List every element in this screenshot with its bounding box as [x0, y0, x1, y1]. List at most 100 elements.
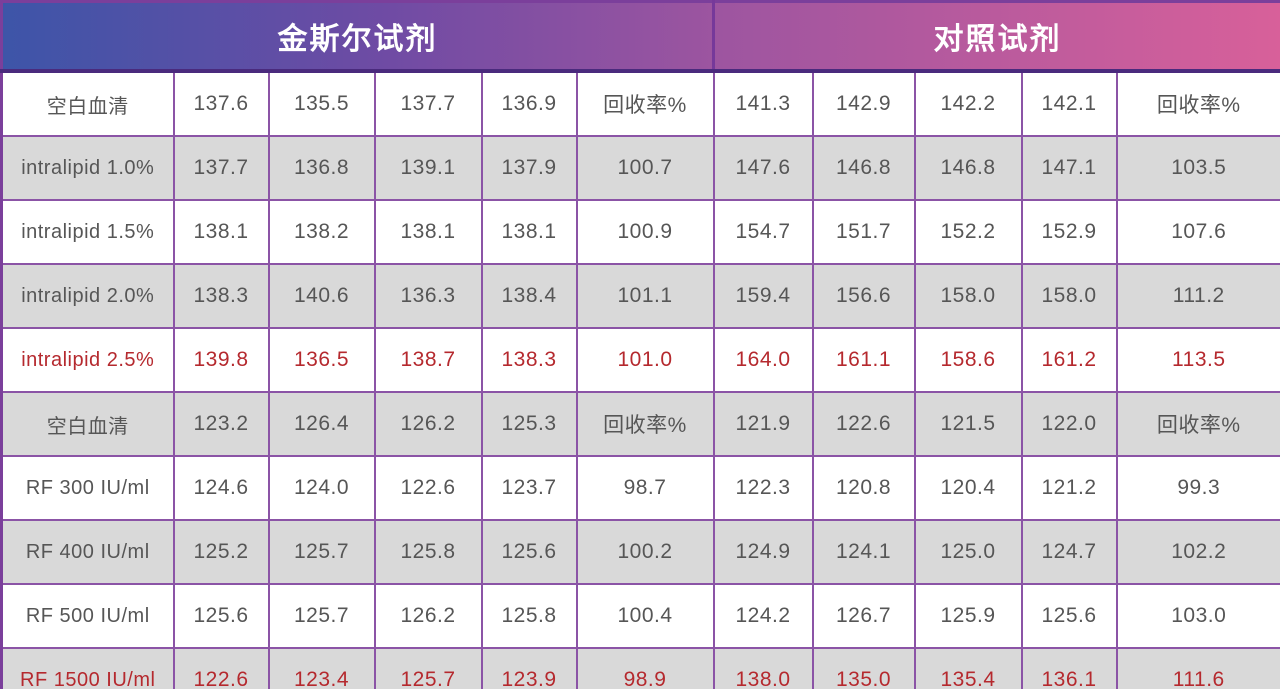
data-cell: 159.4: [712, 263, 814, 329]
recovery-cell: 102.2: [1115, 519, 1280, 585]
recovery-cell: 111.2: [1115, 263, 1280, 329]
recovery-cell: 100.2: [575, 519, 715, 585]
data-cell: 121.9: [712, 391, 814, 457]
table-row: RF 1500 IU/ml 122.6 123.4 125.7 123.9 98…: [0, 647, 1280, 689]
data-cell: 122.6: [811, 391, 916, 457]
data-cell: 125.7: [267, 519, 376, 585]
data-cell: 164.0: [712, 327, 814, 393]
data-cell: 137.9: [480, 135, 578, 201]
data-cell: 147.6: [712, 135, 814, 201]
recovery-cell: 101.1: [575, 263, 715, 329]
row-label: intralipid 1.5%: [0, 199, 175, 265]
data-cell: 123.2: [172, 391, 270, 457]
data-cell: 122.6: [373, 455, 483, 521]
header-row: 金斯尔试剂 对照试剂: [1, 1, 1280, 73]
data-cell: 125.6: [172, 583, 270, 649]
row-label: intralipid 1.0%: [0, 135, 175, 201]
data-cell: 140.6: [267, 263, 376, 329]
data-cell: 152.2: [913, 199, 1023, 265]
data-cell: 124.0: [267, 455, 376, 521]
data-cell: 158.0: [913, 263, 1023, 329]
data-cell: 135.4: [913, 647, 1023, 689]
data-cell: 124.2: [712, 583, 814, 649]
data-cell: 124.7: [1020, 519, 1118, 585]
data-cell: 139.8: [172, 327, 270, 393]
data-cell: 138.1: [373, 199, 483, 265]
data-cell: 125.9: [913, 583, 1023, 649]
row-label: 空白血清: [0, 391, 175, 457]
data-cell: 135.5: [267, 70, 376, 137]
row-label: intralipid 2.5%: [0, 327, 175, 393]
table-row: intralipid 1.0% 137.7 136.8 139.1 137.9 …: [0, 135, 1280, 201]
data-cell: 146.8: [811, 135, 916, 201]
recovery-cell: 回收率%: [575, 391, 715, 457]
data-cell: 161.1: [811, 327, 916, 393]
recovery-cell: 99.3: [1115, 455, 1280, 521]
recovery-cell: 113.5: [1115, 327, 1280, 393]
data-cell: 136.5: [267, 327, 376, 393]
table-row: intralipid 1.5% 138.1 138.2 138.1 138.1 …: [0, 199, 1280, 265]
table-row: 空白血清 137.6 135.5 137.7 136.9 回收率% 141.3 …: [0, 70, 1280, 137]
recovery-cell: 107.6: [1115, 199, 1280, 265]
table-row: RF 300 IU/ml 124.6 124.0 122.6 123.7 98.…: [0, 455, 1280, 521]
data-cell: 125.2: [172, 519, 270, 585]
recovery-cell: 111.6: [1115, 647, 1280, 689]
data-cell: 152.9: [1020, 199, 1118, 265]
row-label: RF 300 IU/ml: [0, 455, 175, 521]
header-group-jinsier: 金斯尔试剂: [1, 1, 714, 73]
data-cell: 141.3: [712, 70, 814, 137]
data-cell: 154.7: [712, 199, 814, 265]
table-header: 金斯尔试剂 对照试剂: [1, 1, 1280, 73]
data-cell: 136.3: [373, 263, 483, 329]
data-cell: 121.5: [913, 391, 1023, 457]
data-cell: 146.8: [913, 135, 1023, 201]
data-cell: 158.0: [1020, 263, 1118, 329]
data-cell: 125.3: [480, 391, 578, 457]
recovery-cell: 回收率%: [575, 70, 715, 137]
recovery-cell: 103.5: [1115, 135, 1280, 201]
data-cell: 122.0: [1020, 391, 1118, 457]
data-cell: 126.2: [373, 391, 483, 457]
recovery-cell: 100.9: [575, 199, 715, 265]
row-label: RF 400 IU/ml: [0, 519, 175, 585]
table-row: 空白血清 123.2 126.4 126.2 125.3 回收率% 121.9 …: [0, 391, 1280, 457]
data-cell: 138.1: [480, 199, 578, 265]
recovery-cell: 98.7: [575, 455, 715, 521]
data-cell: 161.2: [1020, 327, 1118, 393]
table-row: RF 400 IU/ml 125.2 125.7 125.8 125.6 100…: [0, 519, 1280, 585]
recovery-cell: 100.4: [575, 583, 715, 649]
data-cell: 121.2: [1020, 455, 1118, 521]
table-body: 空白血清 137.6 135.5 137.7 136.9 回收率% 141.3 …: [0, 70, 1280, 689]
data-cell: 125.7: [267, 583, 376, 649]
data-cell: 125.6: [480, 519, 578, 585]
data-cell: 138.2: [267, 199, 376, 265]
data-cell: 156.6: [811, 263, 916, 329]
table-row: intralipid 2.5% 139.8 136.5 138.7 138.3 …: [0, 327, 1280, 393]
data-cell: 126.2: [373, 583, 483, 649]
data-cell: 126.4: [267, 391, 376, 457]
data-cell: 136.1: [1020, 647, 1118, 689]
data-cell: 142.2: [913, 70, 1023, 137]
data-cell: 151.7: [811, 199, 916, 265]
recovery-cell: 98.9: [575, 647, 715, 689]
data-cell: 120.4: [913, 455, 1023, 521]
data-cell: 138.4: [480, 263, 578, 329]
data-cell: 158.6: [913, 327, 1023, 393]
data-cell: 125.6: [1020, 583, 1118, 649]
data-cell: 123.4: [267, 647, 376, 689]
data-cell: 138.0: [712, 647, 814, 689]
data-cell: 125.0: [913, 519, 1023, 585]
data-cell: 122.3: [712, 455, 814, 521]
recovery-cell: 回收率%: [1115, 391, 1280, 457]
data-cell: 123.9: [480, 647, 578, 689]
data-cell: 124.6: [172, 455, 270, 521]
recovery-cell: 103.0: [1115, 583, 1280, 649]
recovery-cell: 回收率%: [1115, 70, 1280, 137]
row-label: RF 500 IU/ml: [0, 583, 175, 649]
data-cell: 142.9: [811, 70, 916, 137]
data-cell: 124.9: [712, 519, 814, 585]
table-row: intralipid 2.0% 138.3 140.6 136.3 138.4 …: [0, 263, 1280, 329]
data-cell: 147.1: [1020, 135, 1118, 201]
